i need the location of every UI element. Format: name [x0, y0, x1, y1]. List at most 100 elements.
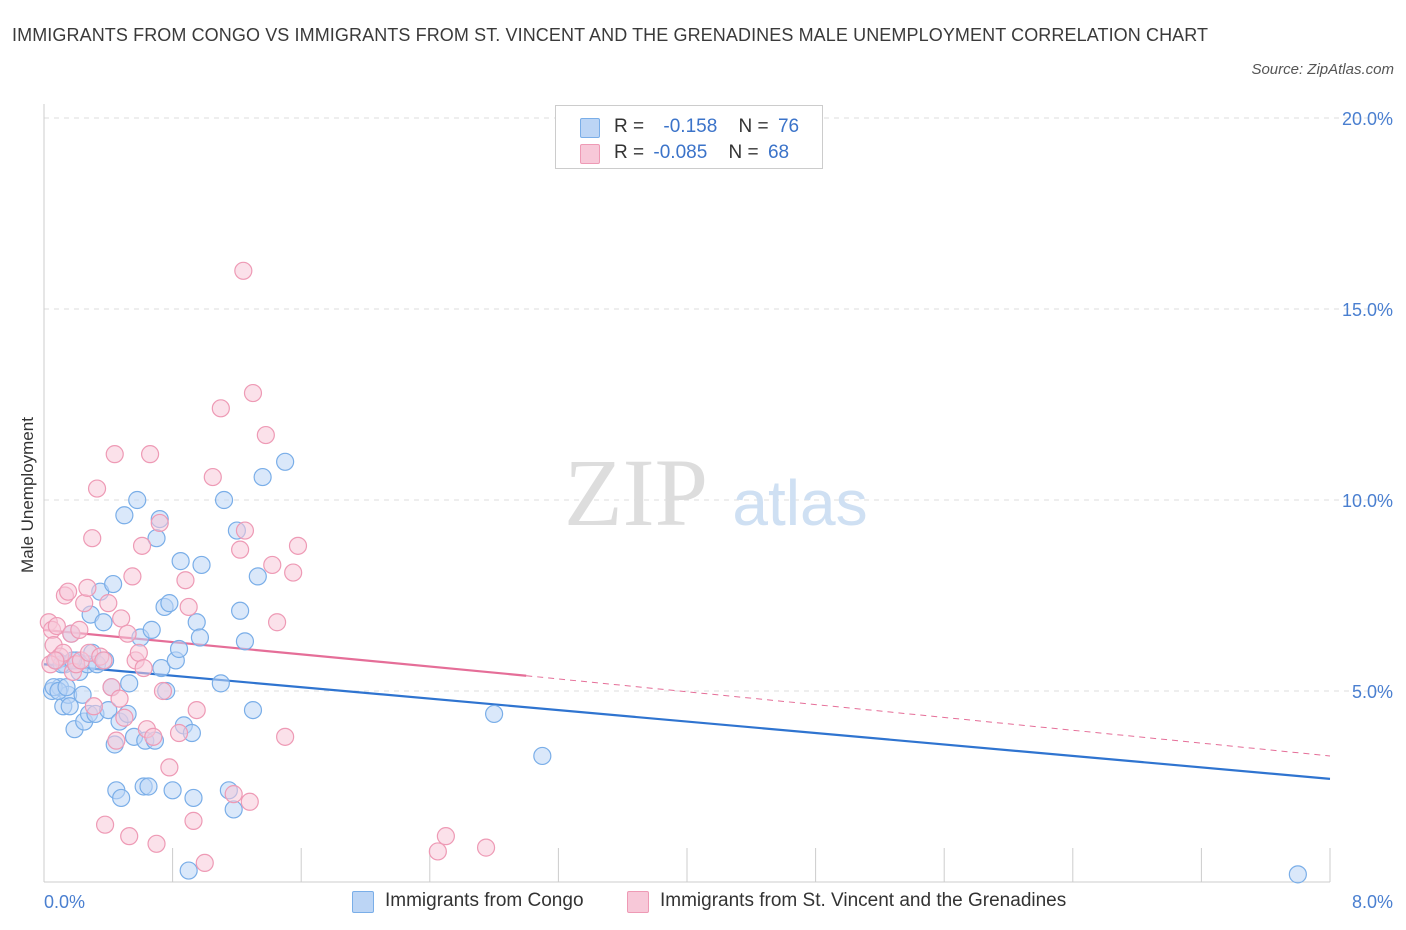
point-stvincent	[132, 536, 152, 555]
point-congo	[171, 552, 190, 571]
legend-r-label: R =	[614, 142, 645, 163]
point-congo	[248, 567, 267, 586]
legend-n-value: 68	[767, 142, 790, 163]
trend-line-stvincent	[43, 628, 527, 677]
point-stvincent	[140, 445, 160, 464]
point-stvincent	[112, 609, 131, 628]
point-stvincent	[120, 827, 139, 846]
point-stvincent	[179, 597, 198, 617]
point-congo	[211, 674, 230, 693]
point-stvincent	[115, 708, 134, 727]
point-stvincent	[276, 727, 295, 746]
point-congo	[533, 746, 552, 766]
point-congo	[253, 467, 272, 487]
point-stvincent	[59, 582, 78, 601]
point-congo	[214, 490, 234, 510]
point-stvincent	[263, 555, 282, 575]
point-congo	[104, 574, 123, 594]
point-congo	[485, 704, 504, 724]
point-congo	[1288, 865, 1307, 884]
data-points	[39, 261, 1307, 884]
point-stvincent	[147, 834, 166, 853]
point-stvincent	[83, 529, 102, 548]
legend-swatch-stvincent	[580, 144, 600, 164]
point-stvincent	[134, 658, 153, 678]
point-congo	[128, 490, 147, 510]
point-stvincent	[144, 727, 163, 746]
point-stvincent	[153, 681, 173, 701]
point-stvincent	[288, 536, 308, 555]
point-congo	[152, 658, 171, 678]
trend-line-stvincent-extension	[526, 675, 1331, 757]
legend-r-value: -0.158	[663, 116, 718, 137]
point-congo	[73, 685, 92, 704]
stats-legend: R = -0.158 N = 76 R = -0.085 N = 68	[555, 105, 823, 169]
legend-n-value: 76	[777, 116, 800, 137]
point-stvincent	[176, 571, 195, 590]
point-stvincent	[150, 513, 169, 533]
y-tick-label: 20.0%	[1342, 109, 1393, 129]
legend-n-label: N =	[728, 142, 759, 163]
point-congo	[224, 800, 243, 819]
point-congo	[120, 674, 139, 693]
tick-labels: 5.0% 10.0% 15.0% 20.0% 0.0% 8.0%	[44, 109, 1393, 912]
legend-r-value: -0.085	[653, 142, 708, 163]
watermark-zip: ZIP	[564, 439, 708, 546]
legend-label-congo: Immigrants from Congo	[385, 890, 584, 911]
point-stvincent	[47, 616, 66, 636]
x-tick-label: 0.0%	[44, 892, 85, 912]
point-stvincent	[284, 563, 303, 582]
point-stvincent	[235, 521, 255, 540]
point-stvincent	[118, 624, 137, 643]
point-stvincent	[211, 399, 230, 418]
x-tick-label: 8.0%	[1352, 892, 1393, 912]
point-stvincent	[105, 445, 124, 464]
point-congo	[192, 555, 211, 575]
point-stvincent	[110, 689, 129, 708]
point-congo	[163, 781, 182, 800]
point-stvincent	[46, 651, 65, 670]
point-stvincent	[99, 594, 118, 613]
y-tick-label: 10.0%	[1342, 491, 1393, 511]
y-tick-label: 5.0%	[1352, 682, 1393, 702]
point-congo	[169, 639, 189, 659]
point-stvincent	[78, 578, 97, 597]
legend-label-stvincent: Immigrants from St. Vincent and the Gren…	[660, 890, 1067, 911]
point-congo	[115, 506, 134, 525]
trend-line-congo	[43, 663, 1331, 780]
point-stvincent	[203, 467, 222, 487]
point-congo	[235, 632, 255, 651]
point-stvincent	[428, 842, 447, 861]
point-congo	[160, 594, 179, 613]
y-tick-label: 15.0%	[1342, 300, 1393, 320]
point-congo	[187, 613, 206, 632]
point-congo	[142, 620, 161, 639]
point-stvincent	[129, 643, 148, 662]
point-congo	[112, 788, 131, 808]
point-stvincent	[267, 613, 287, 632]
point-stvincent	[243, 383, 263, 403]
point-congo	[139, 777, 158, 796]
point-stvincent	[95, 815, 115, 834]
point-congo	[190, 628, 210, 647]
legend-swatch-congo	[352, 891, 374, 913]
gridlines	[44, 117, 1390, 692]
point-congo	[94, 613, 113, 632]
source-label: Source: ZipAtlas.com	[1251, 61, 1394, 78]
point-stvincent	[231, 540, 250, 559]
point-stvincent	[169, 723, 189, 743]
chart-title: IMMIGRANTS FROM CONGO VS IMMIGRANTS FROM…	[12, 25, 1209, 45]
point-stvincent	[187, 700, 206, 720]
point-stvincent	[75, 594, 94, 613]
point-stvincent	[195, 853, 214, 873]
point-stvincent	[87, 479, 107, 498]
legend-swatch-congo	[580, 118, 600, 138]
point-congo	[57, 678, 76, 697]
point-stvincent	[84, 697, 103, 716]
point-stvincent	[256, 425, 275, 445]
point-congo	[179, 861, 198, 880]
legend-n-label: N =	[738, 116, 769, 137]
point-stvincent	[123, 567, 142, 586]
point-stvincent	[224, 785, 243, 804]
